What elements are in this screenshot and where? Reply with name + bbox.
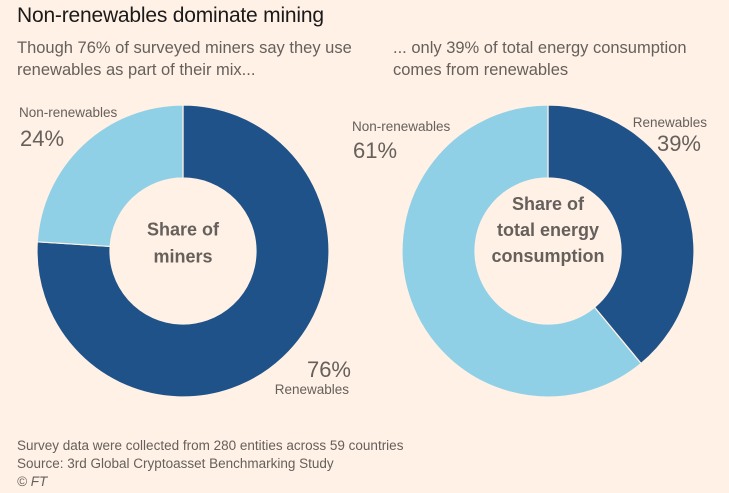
- label-non-renewables-energy-value: 61%: [353, 138, 397, 163]
- label-non-renewables-miners-name: Non-renewables: [19, 105, 118, 120]
- slice-non-renewables: [401, 104, 642, 398]
- label-non-renewables-miners-value: 24%: [20, 126, 64, 151]
- center-label-line: miners: [153, 247, 212, 267]
- slice-renewables: [36, 104, 330, 398]
- label-renewables-energy-name: Renewables: [633, 115, 708, 130]
- donut-miners: Share of miners: [36, 104, 330, 398]
- label-renewables-miners-value: 76%: [307, 357, 351, 382]
- chart-title: Non-renewables dominate mining: [17, 4, 324, 27]
- center-label-line: consumption: [492, 246, 605, 266]
- subtitle-right: ... only 39% of total energy consumption…: [393, 39, 687, 79]
- footer-source: Source: 3rd Global Cryptoasset Benchmark…: [17, 456, 334, 471]
- center-label-line: total energy: [497, 220, 599, 240]
- slice-non-renewables: [36, 104, 184, 248]
- footer: Survey data were collected from 280 enti…: [17, 437, 403, 491]
- label-non-renewables-energy-name: Non-renewables: [352, 119, 451, 134]
- label-renewables-miners-name: Renewables: [275, 382, 350, 397]
- footer-note: Survey data were collected from 280 enti…: [17, 438, 404, 453]
- donut-energy: Share of total energy consumption: [401, 104, 695, 398]
- label-renewables-energy-value: 39%: [657, 131, 701, 156]
- subtitle-left: Though 76% of surveyed miners say they u…: [17, 39, 352, 79]
- center-label-line: Share of: [512, 194, 585, 214]
- slice-renewables: [547, 104, 695, 365]
- center-label-line: Share of: [147, 220, 220, 240]
- footer-copyright: © FT: [17, 474, 48, 489]
